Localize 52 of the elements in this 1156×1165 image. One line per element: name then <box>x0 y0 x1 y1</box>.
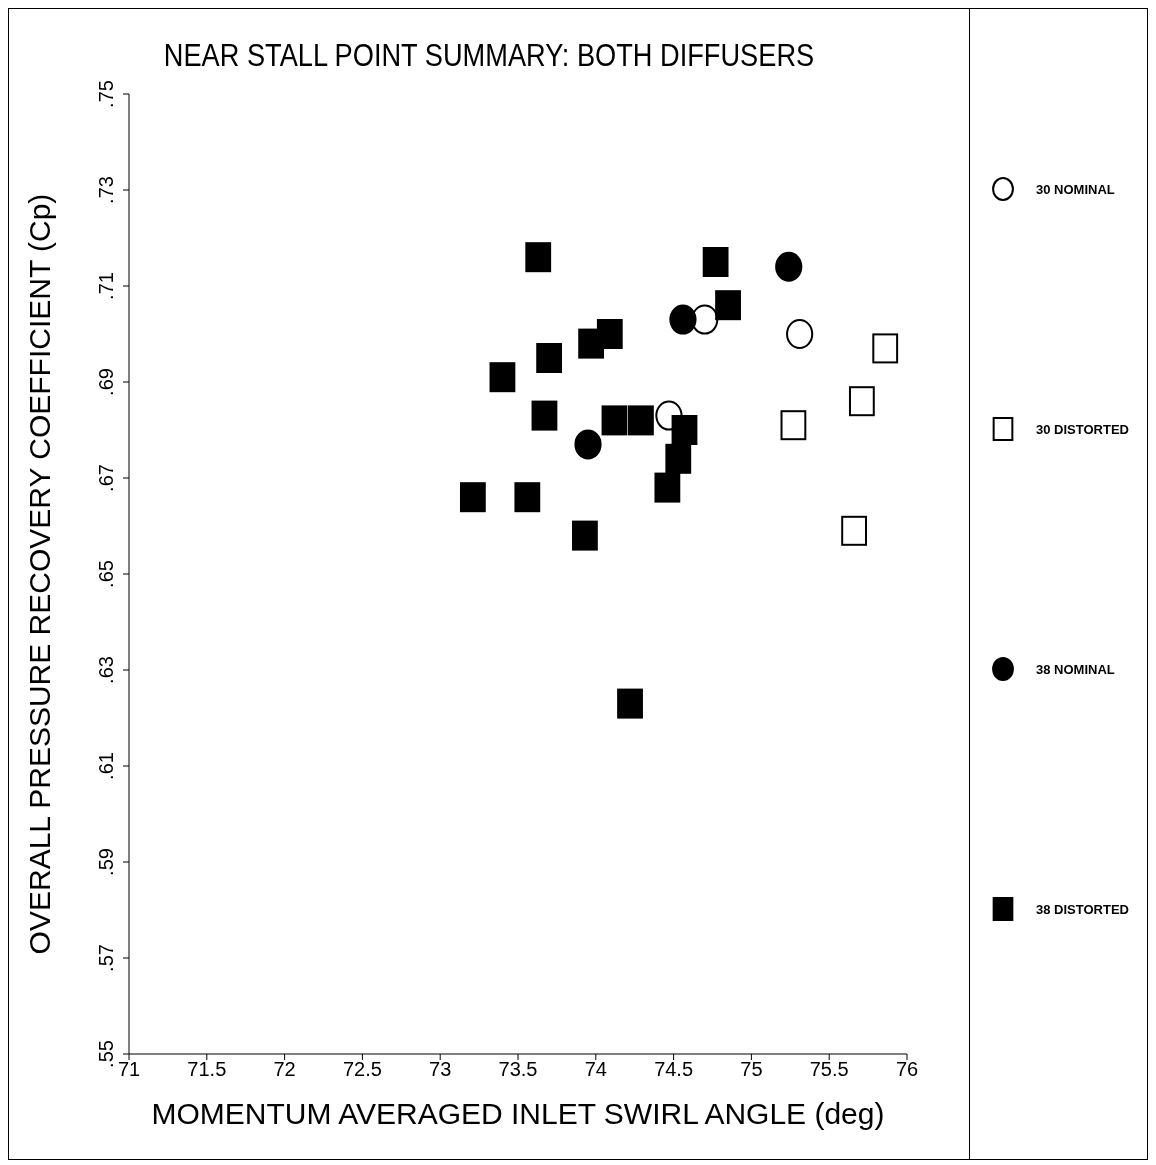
y-tick-label: .63 <box>95 656 117 684</box>
point <box>531 400 558 431</box>
x-tick-label: 73 <box>429 1058 452 1081</box>
x-tick-label: 71.5 <box>187 1058 227 1081</box>
point <box>628 405 654 436</box>
legend-label: 30 DISTORTED <box>1036 421 1129 437</box>
point <box>671 415 698 445</box>
legend-label: 30 NOMINAL <box>1036 181 1115 197</box>
point <box>780 410 807 441</box>
y-axis-title: OVERALL PRESSURE RECOVERY COEFFICIENT (Cp) <box>22 193 56 955</box>
y-tick-label: .65 <box>95 560 117 588</box>
y-tick-label: .55 <box>95 1040 117 1068</box>
legend-label: 38 DISTORTED <box>1036 901 1129 917</box>
point <box>572 520 598 551</box>
x-tick-label: 76 <box>895 1058 919 1081</box>
legend-label: 38 NOMINAL <box>1036 661 1115 677</box>
point <box>574 429 602 460</box>
x-tick-label: 74.5 <box>654 1058 694 1081</box>
point <box>775 251 803 282</box>
y-tick-label: .73 <box>95 176 117 204</box>
point <box>841 515 867 546</box>
point <box>669 304 697 335</box>
y-tick-label: .59 <box>95 848 117 876</box>
y-tick-label: .67 <box>95 464 117 492</box>
x-tick-label: 73.5 <box>498 1058 538 1081</box>
point <box>872 333 899 364</box>
point <box>525 242 552 273</box>
x-tick-label: 75 <box>740 1058 763 1081</box>
point <box>536 343 563 373</box>
point <box>489 362 516 393</box>
x-tick-label: 74 <box>584 1058 607 1081</box>
point <box>654 472 681 503</box>
x-axis-title: MOMENTUM AVERAGED INLET SWIRL ANGLE (deg) <box>151 1097 885 1130</box>
y-tick-label: .57 <box>95 944 117 972</box>
point <box>617 688 643 719</box>
x-tick-label: 72.5 <box>342 1058 382 1081</box>
point <box>578 328 605 359</box>
y-tick-label: .75 <box>95 80 117 108</box>
point <box>715 290 741 321</box>
x-tick-label: 75.5 <box>809 1058 849 1081</box>
x-tick-label: 72 <box>273 1058 296 1081</box>
point <box>786 319 814 349</box>
x-tick-label: 71 <box>117 1058 141 1081</box>
y-tick-label: .69 <box>95 368 117 396</box>
point <box>459 482 486 513</box>
y-tick-label: .71 <box>95 272 117 300</box>
point <box>702 247 729 277</box>
y-tick-label: .61 <box>95 752 117 780</box>
point <box>848 386 875 417</box>
chart-title: NEAR STALL POINT SUMMARY: BOTH DIFFUSERS <box>162 37 816 74</box>
point <box>514 482 541 513</box>
point <box>601 405 628 436</box>
